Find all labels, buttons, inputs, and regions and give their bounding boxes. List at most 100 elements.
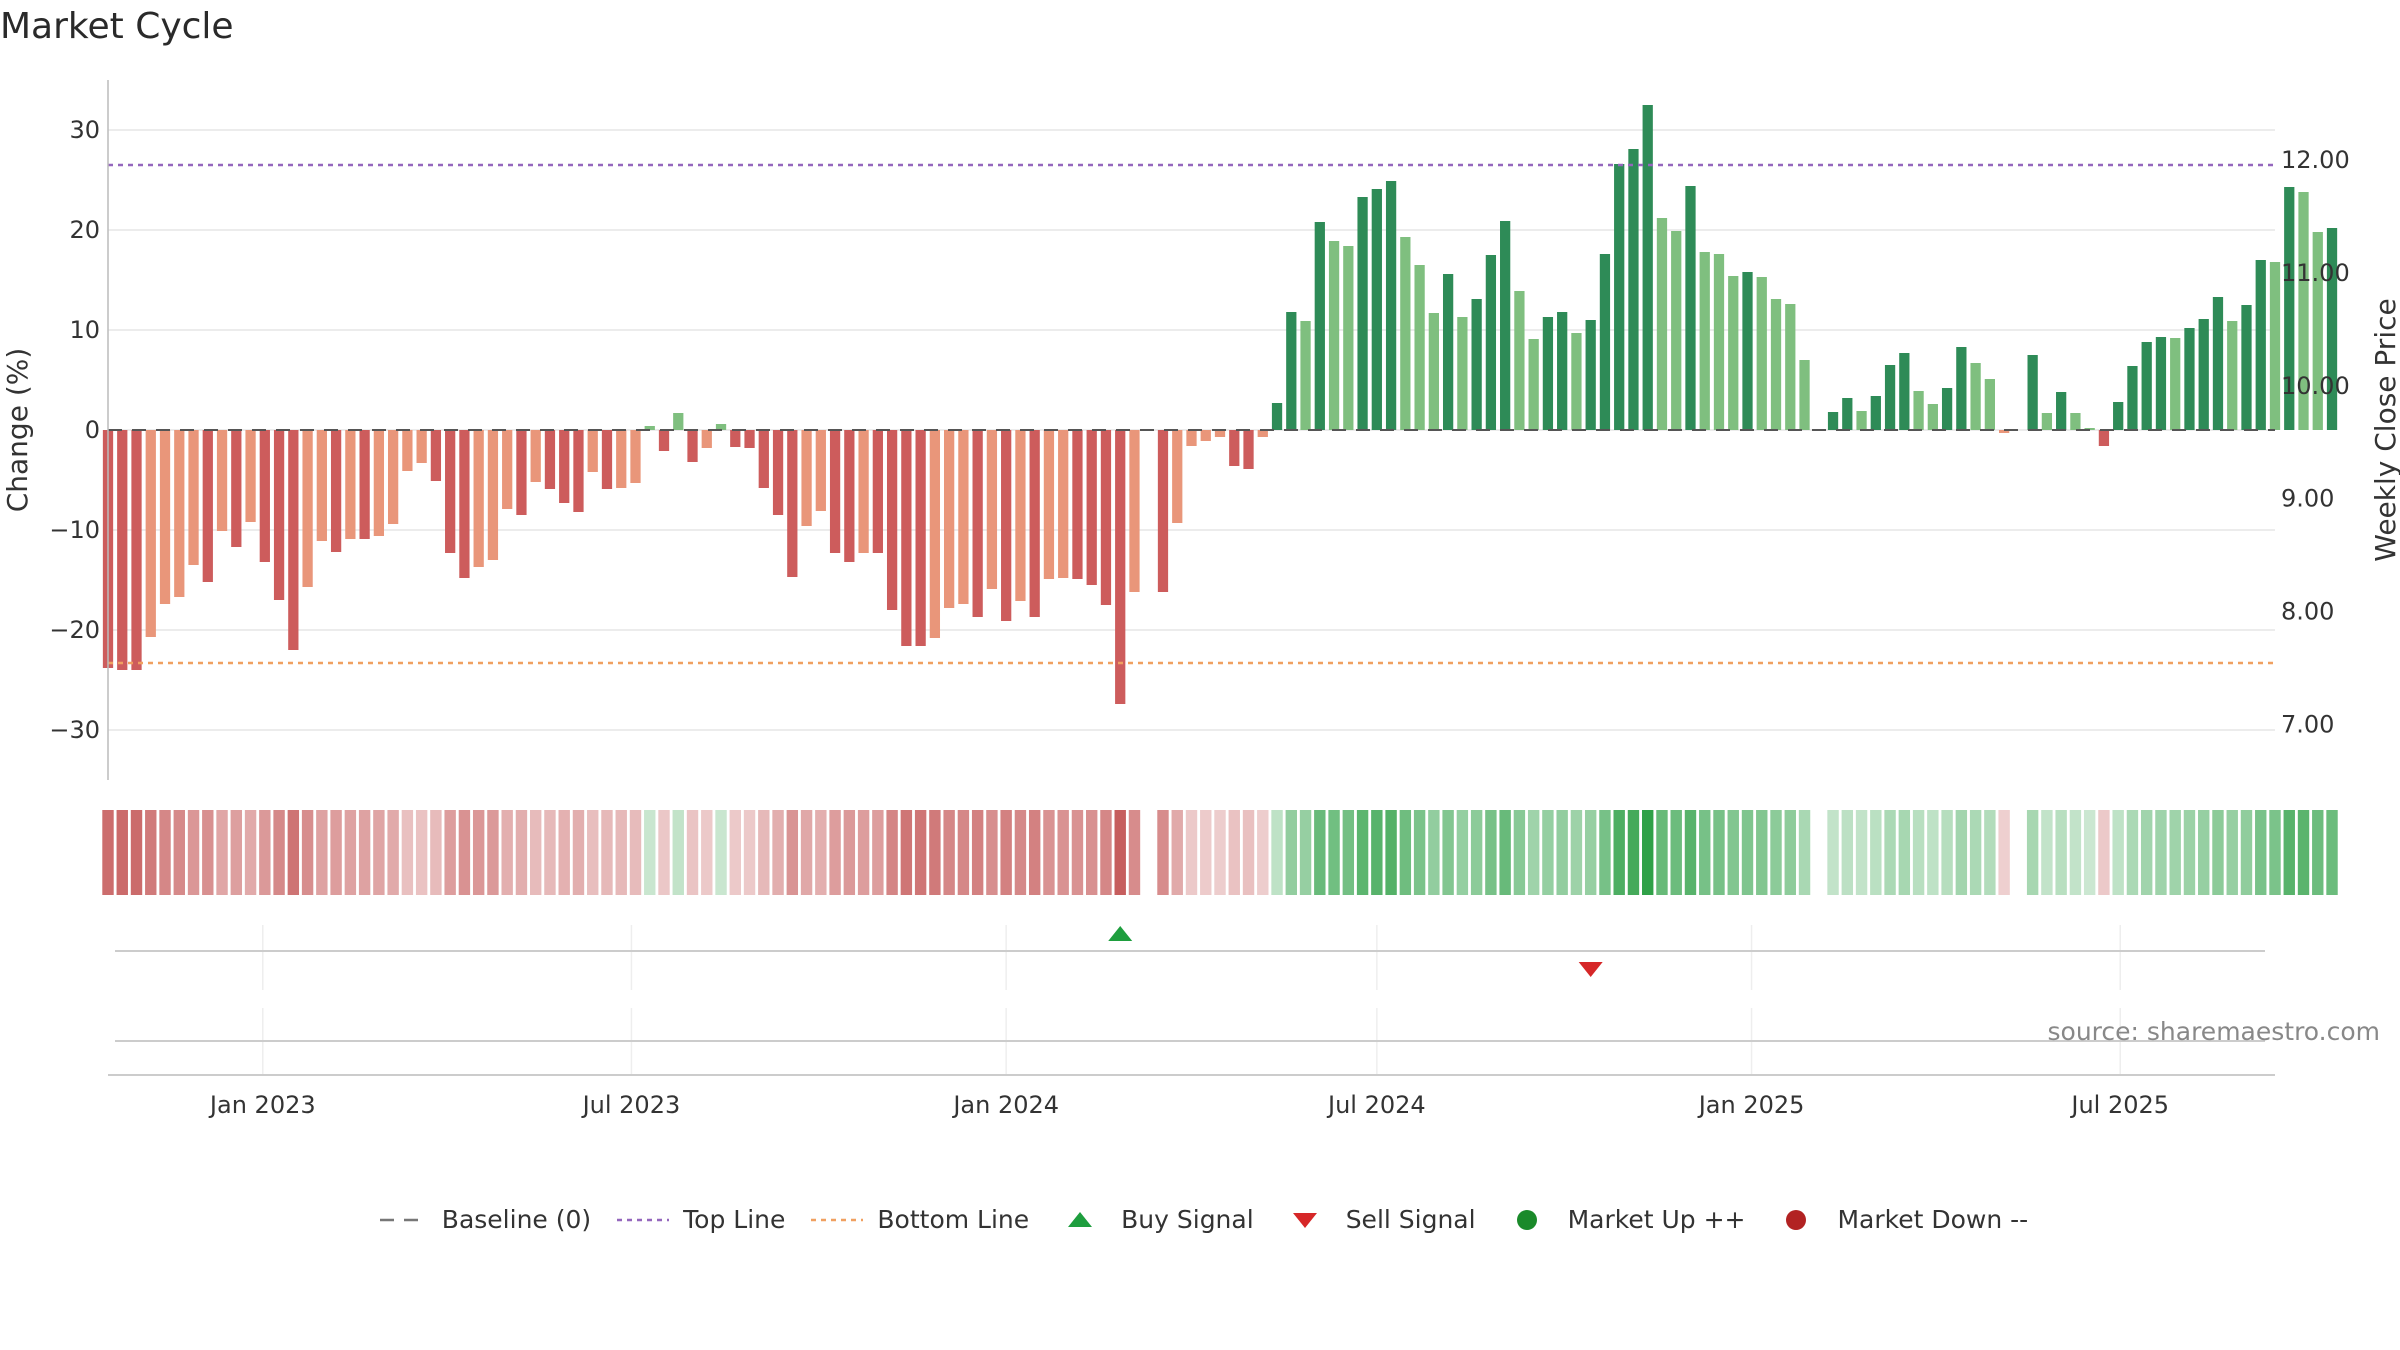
heat-cell: [1770, 810, 1782, 895]
change-bar: [1528, 339, 1539, 430]
change-bar: [288, 430, 299, 650]
signal-panel: [115, 925, 2265, 990]
heat-cell: [558, 810, 570, 895]
change-bar: [1357, 197, 1368, 430]
heat-cell: [2140, 810, 2153, 895]
heat-cell: [1228, 810, 1240, 895]
heat-cell: [772, 810, 784, 895]
y-tick-label: 30: [69, 116, 100, 144]
change-bar: [1229, 430, 1240, 466]
heat-cell: [515, 810, 528, 895]
change-bar: [216, 430, 228, 531]
legend-label: Bottom Line: [877, 1205, 1030, 1234]
heat-cell: [487, 810, 499, 895]
change-bar: [1243, 430, 1254, 469]
change-bar: [1172, 430, 1183, 523]
change-bar: [117, 430, 128, 670]
heat-cell: [986, 810, 998, 895]
change-bar: [573, 430, 584, 512]
heat-cell: [273, 810, 285, 895]
change-bar: [2098, 430, 2110, 446]
heat-cell: [316, 810, 328, 895]
change-bar: [772, 430, 784, 515]
change-bar: [1685, 186, 1696, 430]
change-bar: [1086, 430, 1097, 585]
x-tick-label: Jul 2024: [1326, 1091, 1426, 1119]
change-bar: [1072, 430, 1083, 579]
change-bar: [901, 430, 912, 646]
change-bar: [1400, 237, 1411, 430]
heat-cell: [1841, 810, 1854, 895]
change-bar: [2227, 321, 2238, 430]
heat-cell: [1071, 810, 1084, 895]
heat-cell: [2083, 810, 2096, 895]
heat-cell: [430, 810, 442, 895]
legend-label: Market Up ++: [1567, 1205, 1746, 1234]
y2-tick-label: 12.00: [2281, 146, 2350, 174]
heat-cell: [1314, 810, 1326, 895]
heat-cell: [472, 810, 485, 895]
heat-cell: [1100, 810, 1112, 895]
change-bar: [373, 430, 385, 536]
change-bar: [1471, 299, 1482, 430]
heat-cell: [1969, 810, 1982, 895]
change-bar: [1500, 221, 1511, 430]
change-bar: [174, 430, 185, 597]
x-tick-label: Jan 2023: [208, 1091, 316, 1119]
legend-label: Top Line: [683, 1205, 786, 1234]
heat-cell: [1285, 810, 1297, 895]
change-bar: [1271, 403, 1283, 430]
heat-cell: [2255, 810, 2267, 895]
heat-cell: [1485, 810, 1497, 895]
change-bar: [616, 430, 627, 488]
legend-item: Market Up ++: [1498, 1205, 1746, 1234]
heat-cell: [1057, 810, 1069, 895]
heat-cell: [1670, 810, 1682, 895]
change-bar: [302, 430, 313, 587]
change-bar: [2127, 366, 2138, 430]
heat-cell: [1342, 810, 1355, 895]
change-bar: [2170, 338, 2181, 430]
heat-cell: [1613, 810, 1625, 895]
heat-cell: [914, 810, 927, 895]
change-bar: [587, 430, 598, 472]
heat-cell: [1499, 810, 1511, 895]
change-bar: [1998, 430, 2010, 433]
change-bar: [1884, 365, 1896, 430]
heat-cell: [1584, 810, 1597, 895]
change-bar: [1514, 291, 1525, 430]
heat-cell: [330, 810, 342, 895]
change-bar: [1286, 312, 1297, 430]
heat-cell: [387, 810, 399, 895]
heat-cell: [658, 810, 670, 895]
change-bar: [701, 430, 712, 448]
change-bar: [1941, 388, 1953, 430]
heat-cell: [2283, 810, 2295, 895]
heat-cell: [444, 810, 456, 895]
heat-cell: [2155, 810, 2167, 895]
source-note: source: sharemaestro.com: [2048, 1017, 2381, 1046]
heat-cell: [2312, 810, 2324, 895]
heat-cell: [1884, 810, 1896, 895]
heat-cell: [145, 810, 157, 895]
heat-cell: [971, 810, 984, 895]
lower-panel: [115, 1008, 2265, 1075]
change-bar: [687, 430, 698, 462]
heat-cell: [1000, 810, 1012, 895]
heat-cell: [800, 810, 813, 895]
heat-cell: [672, 810, 684, 895]
heat-cell: [1627, 810, 1640, 895]
change-bar: [1699, 252, 1710, 430]
heat-cell: [244, 810, 257, 895]
heat-cell: [1827, 810, 1839, 895]
heat-strip: [102, 810, 2338, 895]
heat-cell: [1413, 810, 1426, 895]
heat-cell: [2069, 810, 2082, 895]
change-bar: [387, 430, 399, 524]
heat-cell: [629, 810, 642, 895]
change-bar: [1656, 218, 1668, 430]
heat-cell: [1984, 810, 1996, 895]
heat-cell: [572, 810, 585, 895]
change-bar: [473, 430, 484, 567]
heat-cell: [1185, 810, 1198, 895]
